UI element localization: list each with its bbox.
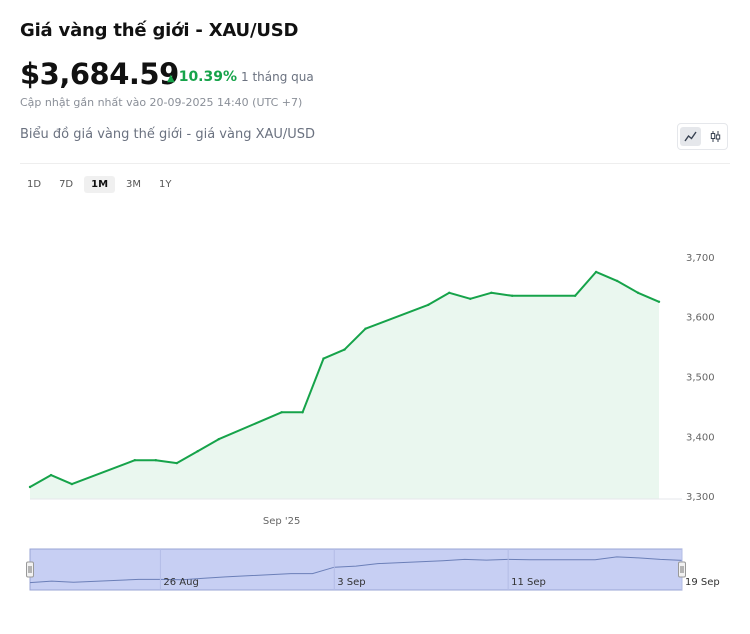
line-chart-icon [683, 131, 697, 142]
candlestick-button[interactable] [705, 127, 726, 146]
last-updated: Cập nhật gần nhất vào 20-09-2025 14:40 (… [20, 96, 303, 109]
price-point [322, 357, 325, 360]
navigator-tick-label: 11 Sep [511, 577, 546, 588]
price-point [448, 291, 451, 294]
price-point [133, 459, 136, 462]
change-period: 1 tháng qua [241, 70, 314, 84]
price-point [427, 303, 430, 306]
y-tick-label: 3,400 [686, 432, 715, 443]
y-tick-label: 3,300 [686, 492, 715, 503]
price-point [490, 291, 493, 294]
price-point [364, 327, 367, 330]
price-point [573, 294, 577, 297]
range-7d[interactable]: 7D [59, 179, 74, 190]
price-point [511, 294, 514, 297]
price-point [636, 291, 640, 294]
price-point [615, 279, 619, 283]
price-point [154, 459, 157, 462]
price-point [217, 438, 220, 441]
price-point [49, 473, 53, 477]
line-chart-button[interactable] [679, 127, 701, 146]
price-point [469, 297, 472, 300]
range-1d[interactable]: 1D [27, 179, 42, 190]
y-tick-label: 3,700 [686, 253, 715, 264]
header-divider [20, 163, 730, 164]
price-point [657, 300, 661, 303]
x-tick-label: Sep '25 [263, 516, 301, 527]
change-percent: 10.39% [178, 69, 238, 85]
price-point [280, 411, 283, 414]
price-point [28, 485, 32, 489]
price-point [175, 461, 178, 465]
page-title: Giá vàng thế giới - XAU/USD [20, 20, 299, 41]
price-point [301, 411, 304, 414]
navigator-tick-label: 26 Aug [163, 577, 198, 588]
y-tick-label: 3,600 [686, 313, 715, 324]
price-area-fill [30, 271, 659, 499]
up-arrow-icon: ▲ [167, 73, 175, 84]
range-selector: 1D 7D 1M 3M 1Y [20, 176, 179, 193]
chart-type-toggle [677, 123, 728, 150]
chart-subtitle: Biểu đồ giá vàng thế giới - giá vàng XAU… [20, 127, 316, 142]
price-point [594, 270, 598, 274]
navigator-window [29, 548, 683, 591]
range-1m[interactable]: 1M [84, 176, 116, 193]
range-1y[interactable]: 1Y [159, 179, 172, 190]
price-change: ▲ 10.39% 1 tháng qua [167, 69, 314, 85]
y-tick-label: 3,500 [686, 372, 715, 383]
navigator-tick-label: 19 Sep [685, 577, 720, 588]
price-point [196, 450, 199, 453]
price-point [70, 482, 74, 486]
navigator-right-handle[interactable] [678, 561, 686, 578]
current-price: $3,684.59 [20, 57, 179, 91]
price-point [343, 348, 346, 351]
navigator-tick-label: 3 Sep [337, 577, 365, 588]
navigator-series [29, 556, 683, 584]
range-3m[interactable]: 3M [126, 179, 142, 190]
candlestick-icon [710, 131, 720, 142]
navigator-left-handle[interactable] [26, 561, 34, 578]
